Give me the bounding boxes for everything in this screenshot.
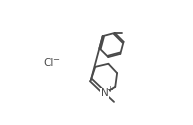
Text: −: − <box>52 55 59 64</box>
Text: N: N <box>101 88 108 98</box>
Text: Cl: Cl <box>44 58 54 68</box>
Text: +: + <box>106 86 113 94</box>
